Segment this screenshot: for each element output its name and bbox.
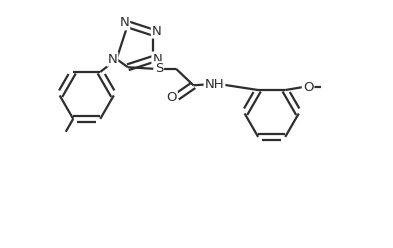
Text: N: N [152,25,162,37]
Text: NH: NH [205,78,224,91]
Text: O: O [303,81,313,93]
Text: S: S [155,62,163,75]
Text: N: N [108,53,117,65]
Text: N: N [152,53,162,65]
Text: N: N [119,16,129,29]
Text: O: O [166,91,177,104]
